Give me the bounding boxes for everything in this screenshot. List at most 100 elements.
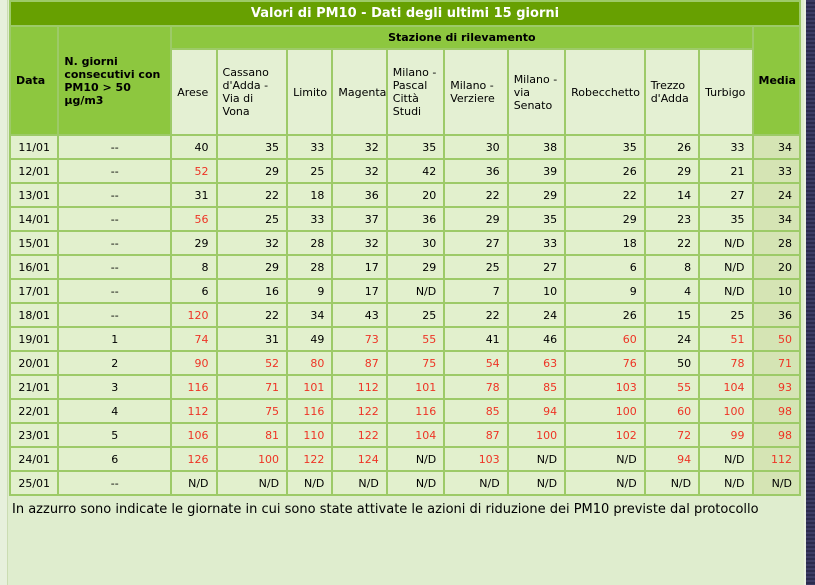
pm10-value-cell: 35 [215,134,289,160]
table-row: 15/01 -- 29 32 28 32 30 27 33 18 22 N/D 28 [8,230,801,256]
table-row: 18/01 -- 120 22 34 43 25 22 24 26 15 25 36 [8,302,801,328]
date-cell: 13/01 [8,182,60,208]
media-cell: 71 [751,350,801,376]
pm10-value-cell: 37 [331,206,388,232]
pm10-value-cell: 52 [170,158,218,184]
pm10-value-cell: 100 [698,398,754,424]
pm10-value-cell: 73 [331,326,388,352]
date-cell: 19/01 [8,326,60,352]
media-cell: 10 [751,278,801,304]
giorni-consecutivi-cell: -- [57,158,173,184]
pm10-value-cell: 29 [170,230,218,256]
pm10-value-cell: N/D [443,470,509,496]
pm10-value-cell: 23 [643,206,701,232]
pm10-value-cell: 110 [286,422,334,448]
pm10-value-cell: 103 [564,374,646,400]
date-cell: 23/01 [8,422,60,448]
pm10-value-cell: 100 [506,422,567,448]
pm10-value-cell: 25 [385,302,446,328]
pm10-value-cell: N/D [286,470,334,496]
pm10-value-cell: 30 [443,134,509,160]
pm10-value-cell: 17 [331,254,388,280]
pm10-value-cell: 16 [215,278,289,304]
pm10-value-cell: 33 [286,134,334,160]
pm10-value-cell: 55 [643,374,701,400]
date-cell: 21/01 [8,374,60,400]
pm10-value-cell: 80 [286,350,334,376]
pm10-value-cell: 85 [506,374,567,400]
pm10-value-cell: 32 [331,230,388,256]
pm10-value-cell: 112 [170,398,218,424]
column-header-data: Data [8,25,60,136]
table-body: 11/01 -- 40 35 33 32 35 30 38 35 26 33 34 12/01 -- 52 29… [8,134,801,496]
pm10-value-cell: 29 [215,158,289,184]
pm10-value-cell: 90 [170,350,218,376]
pm10-value-cell: 7 [443,278,509,304]
pm10-value-cell: 22 [643,230,701,256]
media-cell: 20 [751,254,801,280]
giorni-consecutivi-cell: -- [57,470,173,496]
pm10-value-cell: 22 [443,182,509,208]
pm10-value-cell: 116 [286,398,334,424]
table-row: 21/01 3 116 71 101 112 101 78 85 103 55 104 93 [8,374,801,400]
station-header: Limito [286,48,334,136]
table-row: 25/01 -- N/D N/D N/D N/D N/D N/D N/D N/D N/D N/D N/D [8,470,801,496]
giorni-consecutivi-cell: 1 [57,326,173,352]
pm10-value-cell: N/D [564,446,646,472]
pm10-value-cell: 78 [698,350,754,376]
pm10-value-cell: N/D [506,470,567,496]
pm10-value-cell: 41 [443,326,509,352]
media-cell: 34 [751,206,801,232]
pm10-value-cell: 75 [385,350,446,376]
pm10-value-cell: 122 [331,398,388,424]
pm10-value-cell: 28 [286,230,334,256]
pm10-value-cell: 126 [170,446,218,472]
pm10-value-cell: 26 [564,302,646,328]
pm10-value-cell: 85 [443,398,509,424]
table-row: 14/01 -- 56 25 33 37 36 29 35 29 23 35 34 [8,206,801,232]
media-cell: 24 [751,182,801,208]
pm10-value-cell: N/D [506,446,567,472]
pm10-value-cell: 51 [698,326,754,352]
pm10-value-cell: 87 [443,422,509,448]
pm10-value-cell: 8 [170,254,218,280]
pm10-value-cell: 33 [506,230,567,256]
pm10-value-cell: N/D [331,470,388,496]
pm10-value-cell: 24 [643,326,701,352]
pm10-value-cell: 74 [170,326,218,352]
pm10-value-cell: 52 [215,350,289,376]
pm10-value-cell: 75 [215,398,289,424]
table-row: 17/01 -- 6 16 9 17 N/D 7 10 9 4 N/D 10 [8,278,801,304]
pm10-value-cell: 35 [385,134,446,160]
pm10-value-cell: 35 [698,206,754,232]
giorni-consecutivi-cell: -- [57,254,173,280]
pm10-value-cell: 29 [506,182,567,208]
table-row: 22/01 4 112 75 116 122 116 85 94 100 60 100 98 [8,398,801,424]
pm10-value-cell: 39 [506,158,567,184]
pm10-value-cell: 55 [385,326,446,352]
pm10-value-cell: N/D [698,446,754,472]
pm10-value-cell: 29 [643,158,701,184]
date-cell: 20/01 [8,350,60,376]
pm10-value-cell: 27 [506,254,567,280]
pm10-value-cell: 76 [564,350,646,376]
table-row: 16/01 -- 8 29 28 17 29 25 27 6 8 N/D 20 [8,254,801,280]
pm10-value-cell: 103 [443,446,509,472]
station-header: Milano - via Senato [506,48,567,136]
pm10-value-cell: 100 [215,446,289,472]
pm10-value-cell: 122 [286,446,334,472]
station-header: Robecchetto [564,48,646,136]
pm10-value-cell: N/D [385,278,446,304]
pm10-value-cell: 33 [698,134,754,160]
giorni-consecutivi-cell: 2 [57,350,173,376]
media-cell: 28 [751,230,801,256]
pm10-value-cell: 101 [286,374,334,400]
pm10-value-cell: 27 [443,230,509,256]
pm10-value-cell: 31 [170,182,218,208]
pm10-value-cell: 71 [215,374,289,400]
station-header: Cassano d'Adda - Via di Vona [215,48,289,136]
pm10-value-cell: 99 [698,422,754,448]
pm10-value-cell: 6 [170,278,218,304]
media-cell: 98 [751,422,801,448]
pm10-value-cell: 78 [443,374,509,400]
